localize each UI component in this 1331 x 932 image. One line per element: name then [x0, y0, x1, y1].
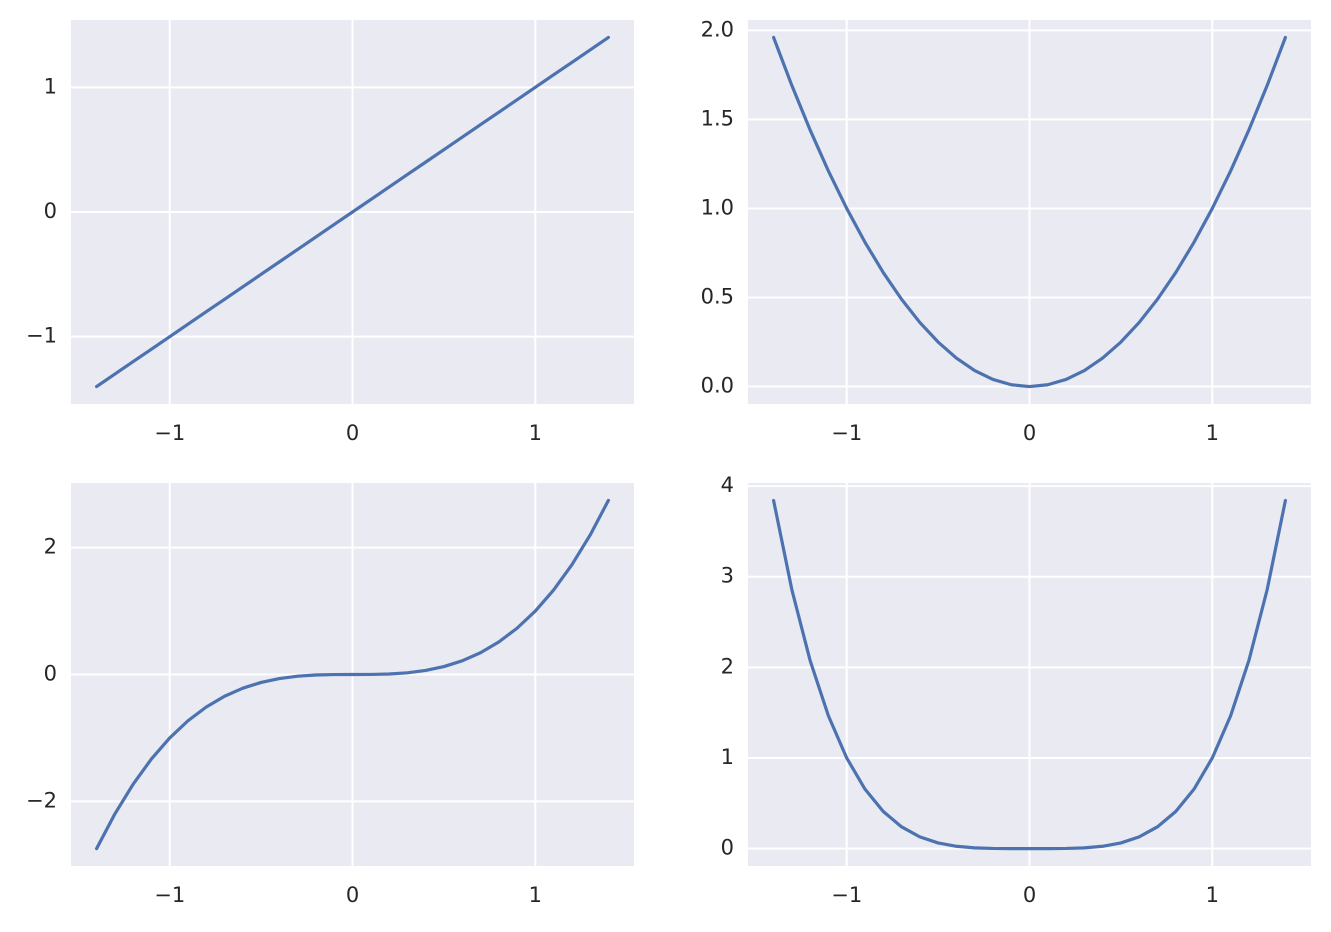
y-tick-label: 4 [721, 473, 734, 497]
y-tick-label: 1.0 [701, 195, 734, 219]
x-tick-label: 0 [346, 421, 359, 445]
x-tick-label: 0 [1023, 421, 1036, 445]
y-tick-label: 0 [44, 199, 57, 223]
x-tick-label: 0 [1023, 883, 1036, 907]
y-tick-label: 0.0 [701, 374, 734, 398]
x-tick-label: −1 [154, 421, 185, 445]
y-tick-label: 2.0 [701, 17, 734, 41]
y-tick-label: −1 [26, 324, 57, 348]
y-tick-label: 0 [721, 836, 734, 860]
line [94, 35, 611, 389]
y-tick-label: 1.5 [701, 106, 734, 130]
x-tick-label: −1 [831, 883, 862, 907]
y-tick-label: 1 [44, 74, 57, 98]
y-tick-label: 0 [44, 662, 57, 686]
line [94, 498, 611, 851]
x-tick-label: −1 [831, 421, 862, 445]
x-tick-label: 1 [1206, 883, 1219, 907]
y-tick-label: 3 [721, 564, 734, 588]
y-tick-label: 0.5 [701, 284, 734, 308]
y-tick-label: −2 [26, 788, 57, 812]
y-tick-label: 2 [44, 535, 57, 559]
x-tick-label: 1 [529, 883, 542, 907]
x-tick-label: 1 [529, 421, 542, 445]
line [771, 35, 1288, 389]
y-tick-label: 1 [721, 745, 734, 769]
x-tick-label: 1 [1206, 421, 1219, 445]
y-tick-label: 2 [721, 654, 734, 678]
x-tick-label: 0 [346, 883, 359, 907]
line [771, 498, 1288, 851]
x-tick-label: −1 [154, 883, 185, 907]
